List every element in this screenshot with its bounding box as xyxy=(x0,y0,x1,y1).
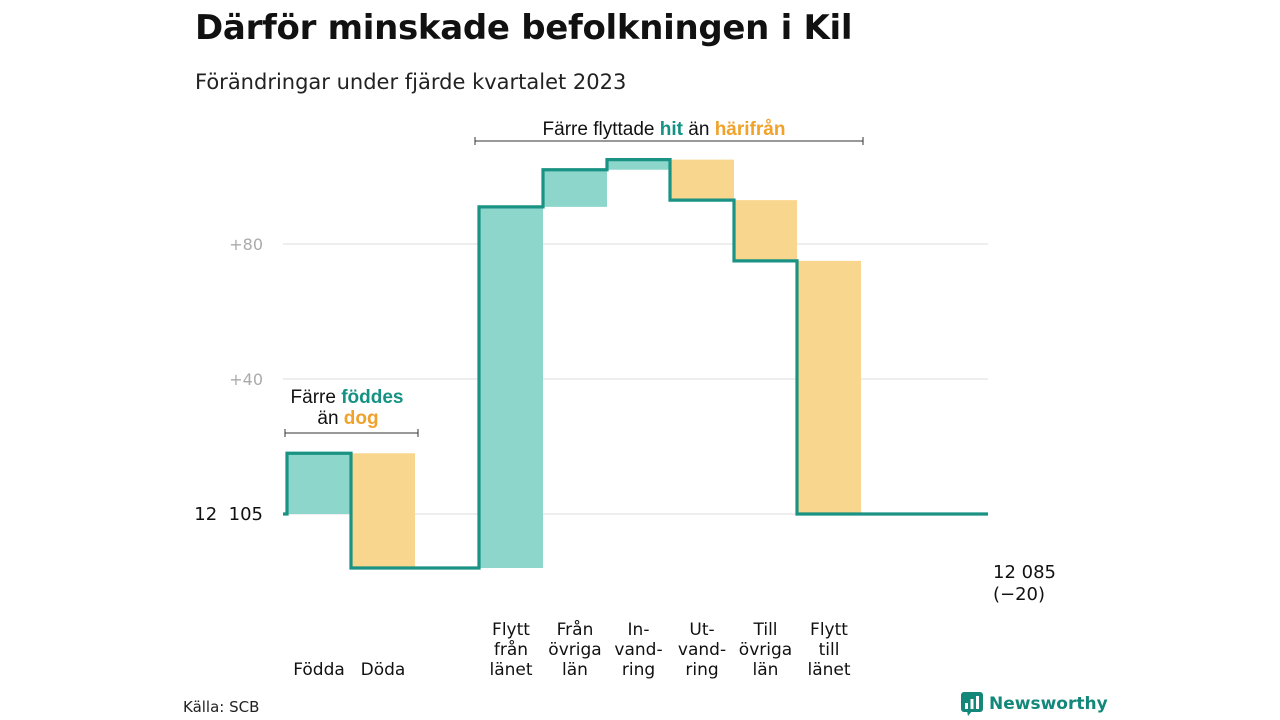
bracket-migration xyxy=(474,137,864,145)
source-note: Källa: SCB xyxy=(183,698,260,716)
end-value-label: 12 085 (−20) xyxy=(993,562,1056,605)
waterfall-bar-8 xyxy=(797,260,861,514)
bracket-births-deaths xyxy=(284,429,419,437)
category-label-3: Flytt från länet xyxy=(489,620,532,680)
waterfall-bar-5 xyxy=(607,159,670,170)
annotation-migration: Färre flyttade hit än härifrån xyxy=(543,119,786,140)
annotation-births-deaths-line1: Färre föddes xyxy=(291,387,404,408)
waterfall-bar-4 xyxy=(543,169,607,207)
category-label-5: In-vand-ring xyxy=(614,620,662,680)
chart-subtitle: Förändringar under fjärde kvartalet 2023 xyxy=(195,70,627,94)
category-label-2: Döda xyxy=(361,660,406,680)
category-label-4: Från övriga län xyxy=(548,619,601,680)
waterfall-bar-1 xyxy=(287,453,351,514)
waterfall-bar-3 xyxy=(479,206,543,568)
category-label-7: Till övriga län xyxy=(739,620,792,680)
waterfall-bar-7 xyxy=(734,200,797,261)
y-tick-label: 12 105 xyxy=(194,504,263,525)
category-label-1: Födda xyxy=(293,660,345,680)
cumulative-step-line xyxy=(283,158,988,570)
brand-logo[interactable]: Newsworthy xyxy=(961,692,1108,716)
chart-title: Därför minskade befolkningen i Kil xyxy=(195,8,853,48)
newsworthy-logo-icon xyxy=(961,692,983,716)
waterfall-bar-6 xyxy=(670,159,734,201)
annotation-births-deaths-line2: än dog xyxy=(317,408,378,429)
brand-name: Newsworthy xyxy=(989,694,1108,714)
category-label-8: Flytt till länet xyxy=(807,620,850,680)
waterfall-bar-2 xyxy=(351,453,415,568)
y-tick-label: +80 xyxy=(229,235,263,254)
category-label-6: Ut-vand-ring xyxy=(678,620,726,680)
y-tick-label: +40 xyxy=(229,370,263,389)
